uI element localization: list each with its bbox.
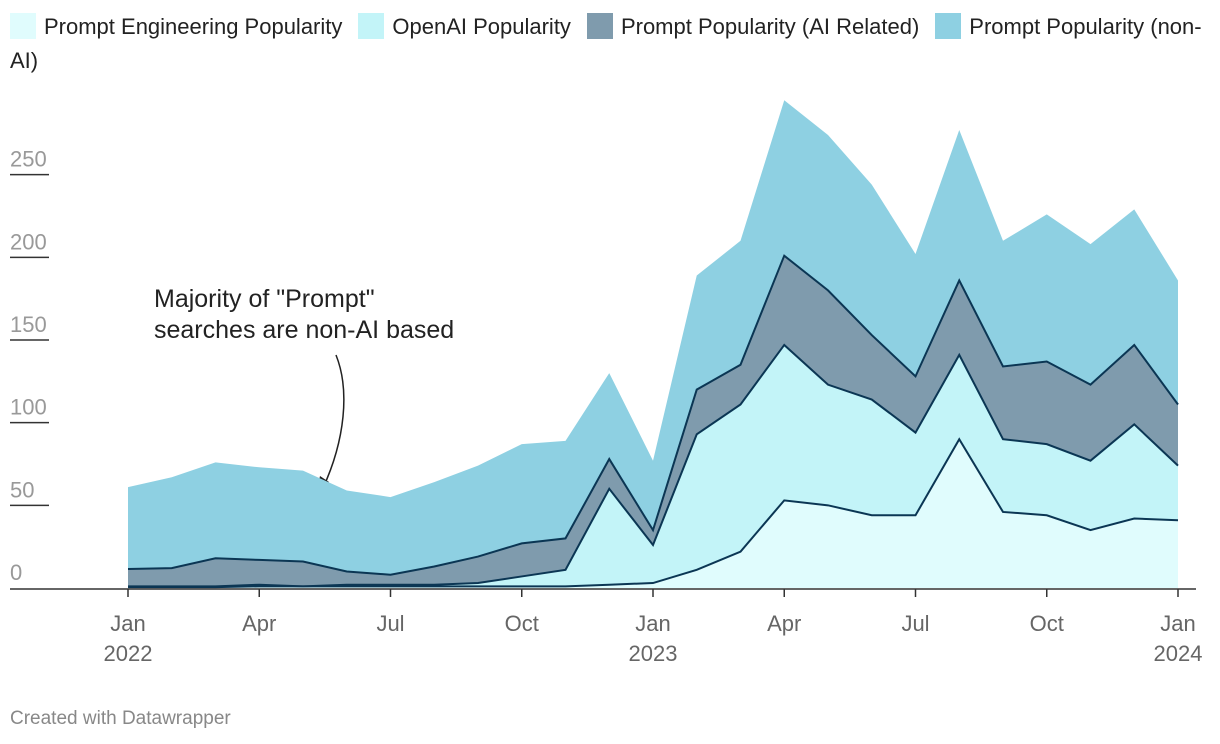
area — [128, 100, 1178, 575]
legend-label: Prompt Popularity (non-AI) — [10, 14, 1202, 73]
x-tick-label: Jan 2024 — [1153, 611, 1203, 666]
series-line — [128, 343, 1179, 588]
legend-item: Prompt Popularity (non-AI) — [10, 13, 1202, 73]
x-tick-label: Apr — [767, 611, 802, 636]
annotation-arrow — [322, 354, 345, 489]
annotation: Majority of "Prompt" searches are non-AI… — [154, 285, 455, 344]
lines — [127, 254, 1179, 589]
area — [128, 439, 1178, 588]
legend-swatch — [935, 13, 962, 39]
y-tick-label: 200 — [10, 229, 47, 254]
y-tick-label: 50 — [10, 477, 34, 502]
legend-label: OpenAI Popularity — [392, 14, 571, 39]
legend-item: OpenAI Popularity — [358, 13, 571, 39]
y-tick-label: 100 — [10, 395, 47, 420]
areas — [128, 100, 1178, 588]
x-tick-label: Oct — [504, 611, 539, 636]
legend: Prompt Engineering Popularity OpenAI Popu… — [10, 10, 1210, 78]
x-tick-label: Jul — [376, 611, 405, 636]
x-tick-label: Jan 2022 — [103, 611, 153, 666]
credit: Created with Datawrapper — [10, 708, 231, 729]
x-tick-label: Jul — [901, 611, 930, 636]
legend-swatch — [10, 13, 36, 39]
legend-item: Prompt Popularity (AI Related) — [586, 13, 920, 39]
legend-swatch — [358, 13, 385, 39]
series-line — [127, 254, 1179, 576]
y-tick-label: 150 — [10, 312, 47, 337]
x-tick-label: Jan 2023 — [628, 611, 678, 666]
legend-item: Prompt Engineering Popularity — [10, 13, 343, 39]
x-tick-label: Oct — [1029, 611, 1064, 636]
legend-label: Prompt Engineering Popularity — [44, 14, 343, 39]
y-tick-label: 250 — [10, 147, 47, 172]
legend-label: Prompt Popularity (AI Related) — [620, 14, 920, 39]
x-tick-label: Apr — [242, 611, 277, 636]
legend-swatch — [586, 13, 613, 39]
y-tick-label: 0 — [10, 560, 22, 585]
